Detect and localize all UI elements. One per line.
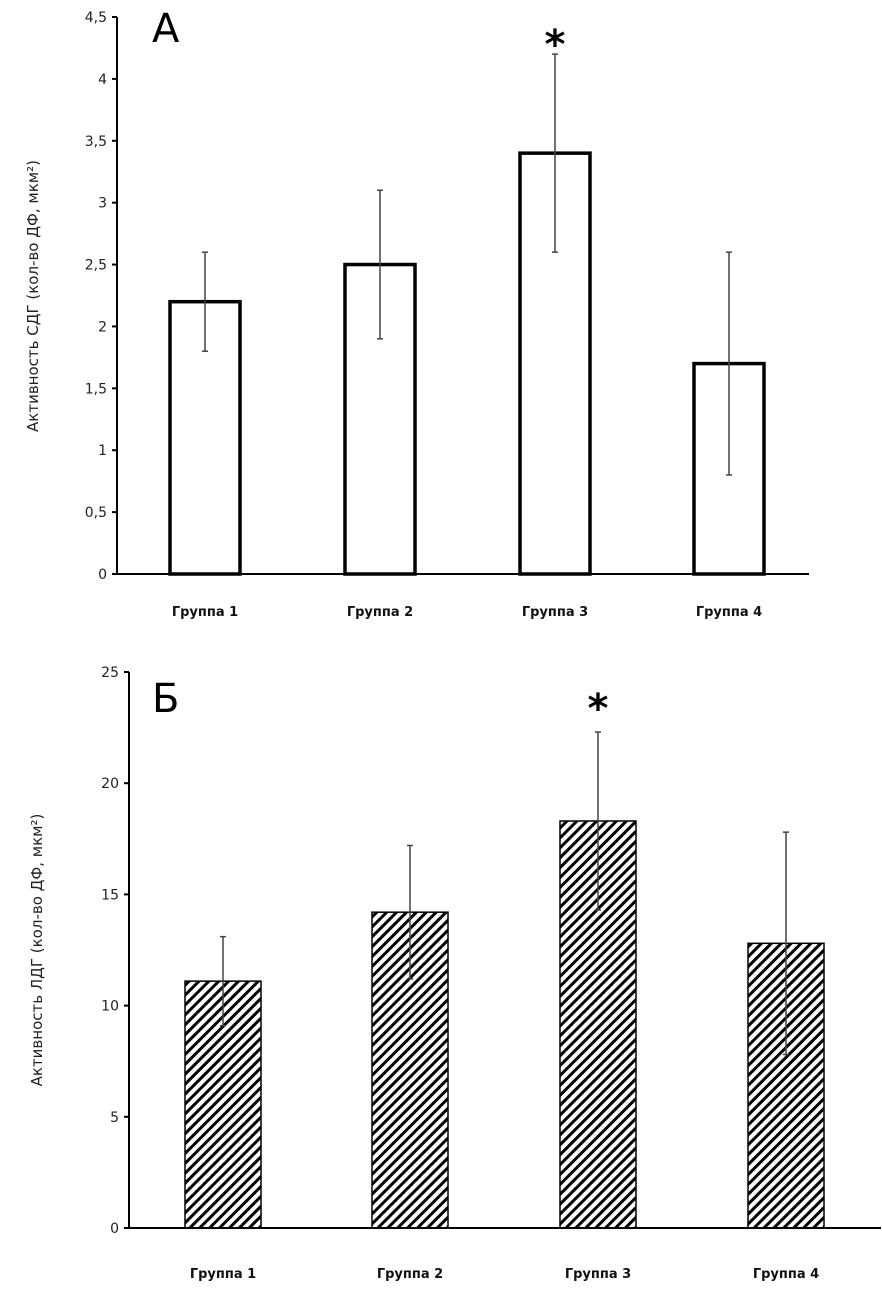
y-axis-label-a: Активность СДГ (кол-во ДФ, мкм²) xyxy=(24,160,42,432)
y-tick-label: 1,5 xyxy=(85,381,107,397)
y-tick-label: 4,5 xyxy=(85,10,107,26)
category-label: Группа 2 xyxy=(377,1267,443,1282)
panel-letter-b: Б xyxy=(152,676,179,722)
y-tick-label: 20 xyxy=(101,776,119,792)
y-ticks-b: 0 5 10 15 20 25 xyxy=(101,665,129,1237)
y-tick-label: 2,5 xyxy=(85,258,107,274)
category-label: Группа 4 xyxy=(696,605,762,620)
y-tick-label: 3 xyxy=(98,196,107,212)
category-label: Группа 3 xyxy=(522,605,588,620)
category-label: Группа 1 xyxy=(190,1267,256,1282)
chart-panel-b: Б Активность ЛДГ (кол-во ДФ, мкм²) 0 5 10 1… xyxy=(28,665,881,1282)
y-tick-label: 5 xyxy=(110,1110,119,1126)
y-tick-label: 15 xyxy=(101,887,119,903)
y-tick-label: 2 xyxy=(98,319,107,335)
y-tick-label: 1 xyxy=(98,443,107,459)
category-label: Группа 1 xyxy=(172,605,238,620)
y-tick-label: 3,5 xyxy=(85,134,107,150)
bars-b: * xyxy=(184,686,825,1229)
category-label: Группа 4 xyxy=(753,1267,819,1282)
category-labels-b: Группа 1 Группа 2 Группа 3 Группа 4 xyxy=(190,1267,819,1282)
y-tick-label: 0 xyxy=(110,1221,119,1237)
y-tick-label: 4 xyxy=(98,72,107,88)
y-tick-label: 0,5 xyxy=(85,505,107,521)
y-tick-label: 25 xyxy=(101,665,119,681)
y-axis-label-b: Активность ЛДГ (кол-во ДФ, мкм²) xyxy=(28,814,46,1087)
y-tick-label: 0 xyxy=(98,567,107,583)
bars-a: * xyxy=(168,22,766,576)
panel-letter-a: А xyxy=(152,6,180,52)
category-label: Группа 3 xyxy=(565,1267,631,1282)
chart-panel-a: А Активность СДГ (кол-во ДФ, мкм²) 0 0,5 1… xyxy=(24,6,809,620)
significance-marker: * xyxy=(545,22,566,68)
y-tick-label: 10 xyxy=(101,999,119,1015)
category-label: Группа 2 xyxy=(347,605,413,620)
significance-marker: * xyxy=(588,686,609,732)
y-ticks-a: 0 0,5 1 1,5 2 2,5 3 3,5 4 4,5 xyxy=(85,10,117,583)
category-labels-a: Группа 1 Группа 2 Группа 3 Группа 4 xyxy=(172,605,762,620)
